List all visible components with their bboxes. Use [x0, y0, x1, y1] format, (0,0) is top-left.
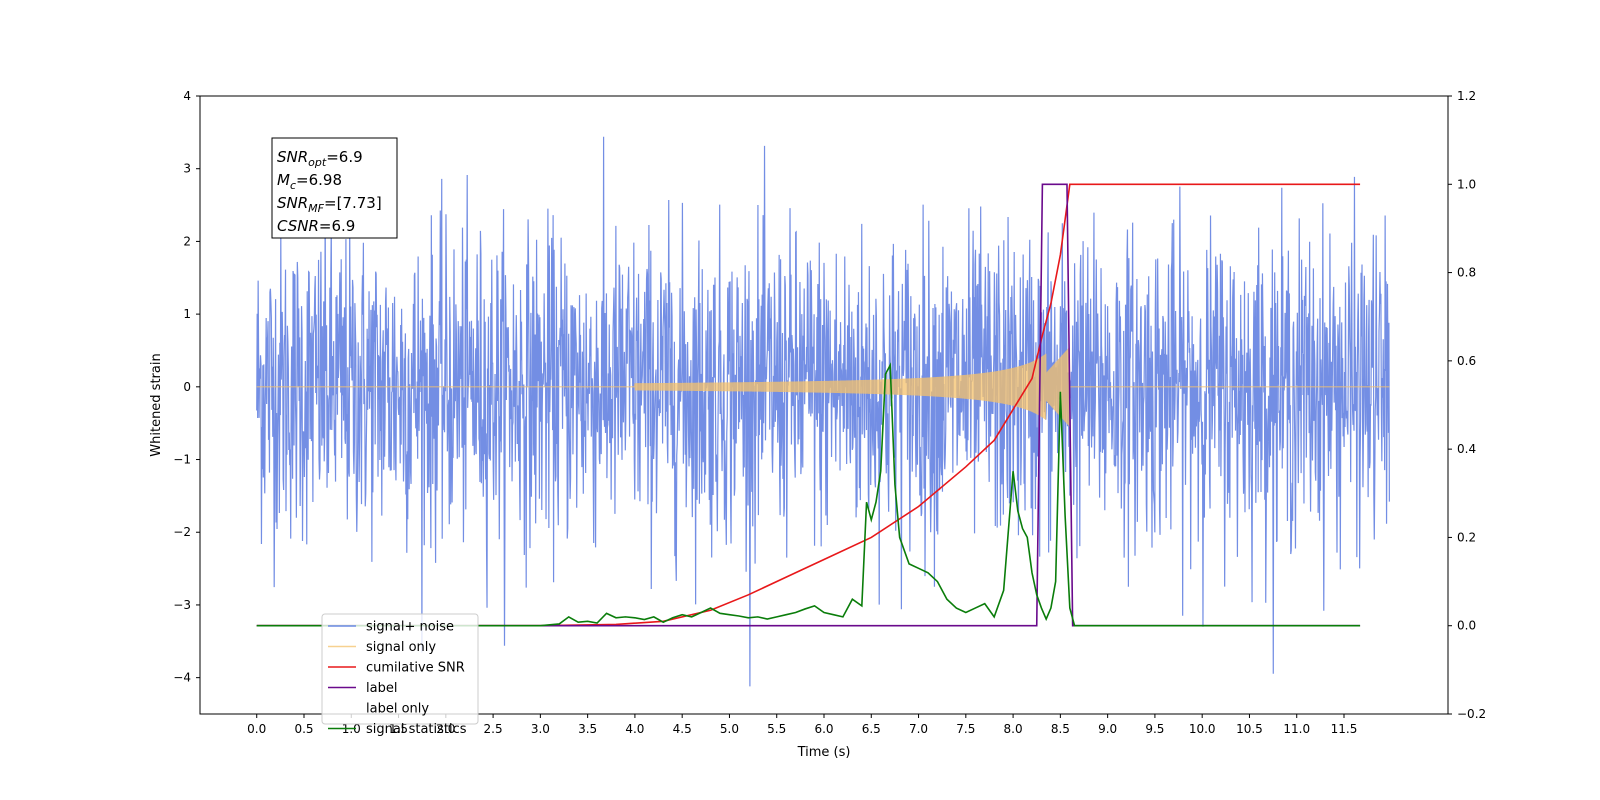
x-tick-label: 8.5 [1051, 722, 1070, 736]
x-tick-label: 4.5 [673, 722, 692, 736]
y-right-tick-label: 0.0 [1457, 619, 1476, 633]
x-tick-label: 6.0 [814, 722, 833, 736]
legend-label-signal-statistics: signal statistics [366, 722, 467, 737]
y-left-tick-label: −4 [173, 671, 191, 685]
x-tick-label: 11.0 [1283, 722, 1310, 736]
legend-label-cumilative-snr: cumilative SNR [366, 661, 465, 676]
y-left-tick-label: 3 [183, 162, 191, 176]
y-left-tick-label: 4 [183, 89, 191, 103]
legend-frame [321, 613, 479, 725]
y-right-tick-label: 1.0 [1457, 177, 1476, 191]
x-tick-label: 10.0 [1189, 722, 1216, 736]
legend-label-signal-noise: signal+ noise [366, 620, 454, 635]
axes-layer: 0.0 0.5 1.0 1.5 2.0 2.5 3.0 3.5 4.0 4.5 5.0 5.5 6.0 6… [173, 89, 1486, 736]
annotation-frame [271, 137, 398, 239]
annotation-line: CSNR=6.9 [277, 217, 355, 235]
x-tick-label: 7.0 [909, 722, 928, 736]
y-right-tick-label: 0.6 [1457, 354, 1476, 368]
y-right-tick-label: 0.2 [1457, 530, 1476, 544]
annotation-line: SNRopt=6.9 [277, 148, 363, 169]
x-tick-label: 5.5 [767, 722, 786, 736]
series-signal-only-line [256, 347, 1390, 427]
series-cumilative-snr-line [256, 183, 1361, 627]
x-tick-label: 4.0 [625, 722, 644, 736]
y-right-tick-label: 0.8 [1457, 266, 1476, 280]
x-tick-label: 2.0 [436, 722, 455, 736]
x-tick-label: 1.5 [389, 722, 408, 736]
y-right-tick-label: 1.2 [1457, 89, 1476, 103]
x-axis-label: Time (s) [797, 745, 851, 760]
series-signal-noise-line [256, 136, 1390, 687]
annotation-line: SNRMF=[7.73] [277, 194, 382, 215]
y-left-tick-label: 1 [183, 307, 191, 321]
series-signal-statistics-line [256, 362, 1361, 627]
legend-label-signal-only: signal only [366, 640, 436, 655]
x-tick-label: 9.0 [1098, 722, 1117, 736]
x-tick-label: 6.5 [862, 722, 881, 736]
x-tick-label: 0.0 [247, 722, 266, 736]
y-left-tick-label: −1 [173, 453, 191, 467]
x-tick-label: 3.5 [578, 722, 597, 736]
y-left-tick-label: 0 [183, 380, 191, 394]
x-tick-label: 7.5 [956, 722, 975, 736]
legend: signal+ noise signal only cumilative SNR la… [321, 613, 479, 737]
y-right-tick-label: −0.2 [1457, 707, 1486, 721]
y-right-tick-label: 0.4 [1457, 442, 1476, 456]
y-left-tick-label: −3 [173, 598, 191, 612]
x-tick-label: 8.0 [1004, 722, 1023, 736]
x-tick-label: 10.5 [1236, 722, 1263, 736]
x-tick-label: 0.5 [294, 722, 313, 736]
x-tick-label: 3.0 [531, 722, 550, 736]
annotation-line: Mc=6.98 [277, 171, 342, 192]
x-tick-label: 11.5 [1331, 722, 1358, 736]
legend-label-label: label [366, 681, 397, 696]
y-left-tick-label: 2 [183, 234, 191, 248]
y-left-tick-label: −2 [173, 525, 191, 539]
x-tick-label: 5.0 [720, 722, 739, 736]
series-layer [256, 136, 1390, 687]
x-tick-label: 9.5 [1145, 722, 1164, 736]
legend-label-label-only: label only [366, 702, 429, 717]
x-tick-label: 2.5 [484, 722, 503, 736]
y-axis-label-left: Whitened strain [149, 353, 164, 456]
